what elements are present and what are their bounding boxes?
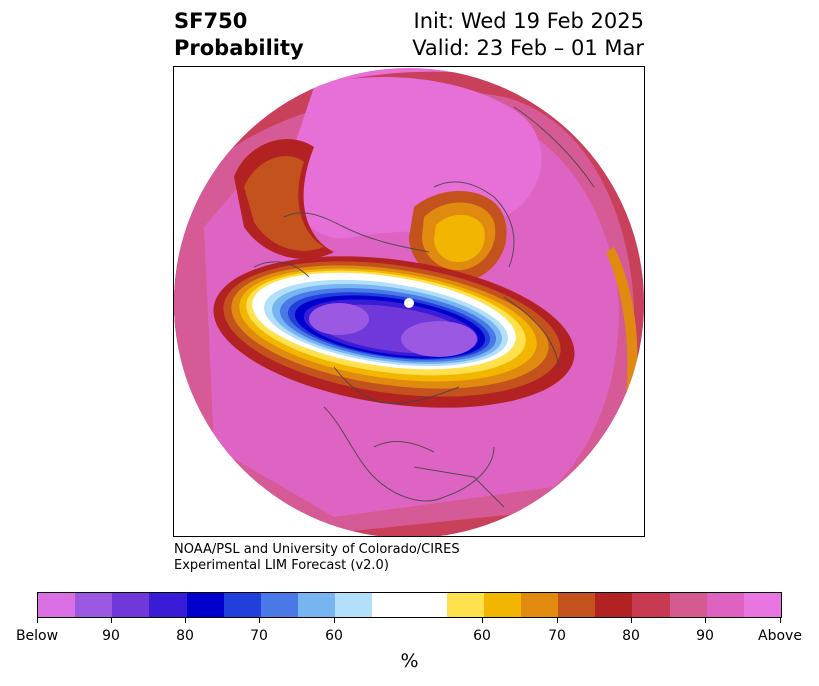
colorbar-segment [335,593,373,617]
date-block: Init: Wed 19 Feb 2025 Valid: 23 Feb – 01… [412,8,644,62]
init-date: Init: Wed 19 Feb 2025 [413,9,644,33]
colorbar-segment [223,593,261,617]
colorbar-tick-mark [557,618,558,623]
colorbar-tick-label: Below [15,628,59,644]
colorbar-segment [38,593,76,617]
colorbar-tick-mark [482,618,483,623]
credit-block: NOAA/PSL and University of Colorado/CIRE… [174,542,460,574]
colorbar-segment [706,593,744,617]
colorbar-segment [260,593,299,617]
colorbar-segment [483,593,522,617]
colorbar-tick-mark [334,618,335,623]
colorbar-tick-label: 80 [176,628,194,644]
colorbar-tick-mark [705,618,706,623]
colorbar-segment [595,593,633,617]
colorbar-tick-label: 60 [325,628,343,644]
credit-line-1: NOAA/PSL and University of Colorado/CIRE… [174,542,460,557]
colorbar [37,592,782,618]
polar-map [174,68,644,536]
colorbar-tick-mark [259,618,260,623]
colorbar-tick-label: 90 [696,628,714,644]
north-pole-marker [404,298,414,308]
colorbar-segment [669,593,707,617]
colorbar-tick-mark [37,618,38,623]
colorbar-segment [112,593,150,617]
probability-field [174,68,644,536]
colorbar-segment [75,593,113,617]
colorbar-segment [632,593,670,617]
credit-line-2: Experimental LIM Forecast (v2.0) [174,558,389,573]
colorbar-tick-mark [631,618,632,623]
colorbar-tick-mark [185,618,186,623]
colorbar-segment [521,593,559,617]
colorbar-tick-mark [111,618,112,623]
colorbar-tick-label: 60 [473,628,491,644]
colorbar-segment [372,593,447,617]
colorbar-tick-label: 70 [548,628,566,644]
colorbar-segment [743,593,782,617]
colorbar-segment [186,593,224,617]
colorbar-tick-mark [780,618,781,623]
title-block: SF750 Probability [174,8,304,62]
valid-range: Valid: 23 Feb – 01 Mar [412,36,644,60]
colorbar-tick-label: Above [758,628,802,644]
colorbar-tick-label: 90 [102,628,120,644]
colorbar-segment [446,593,484,617]
colorbar-tick-label: 70 [250,628,268,644]
colorbar-tick-label: 80 [622,628,640,644]
colorbar-unit-label: % [400,650,419,672]
variable-title: SF750 [174,9,248,33]
variable-subtitle: Probability [174,36,304,60]
coastlines [253,106,595,508]
map-panel [173,66,645,537]
colorbar-segment [558,593,596,617]
colorbar-segment [298,593,336,617]
colorbar-segment [149,593,187,617]
